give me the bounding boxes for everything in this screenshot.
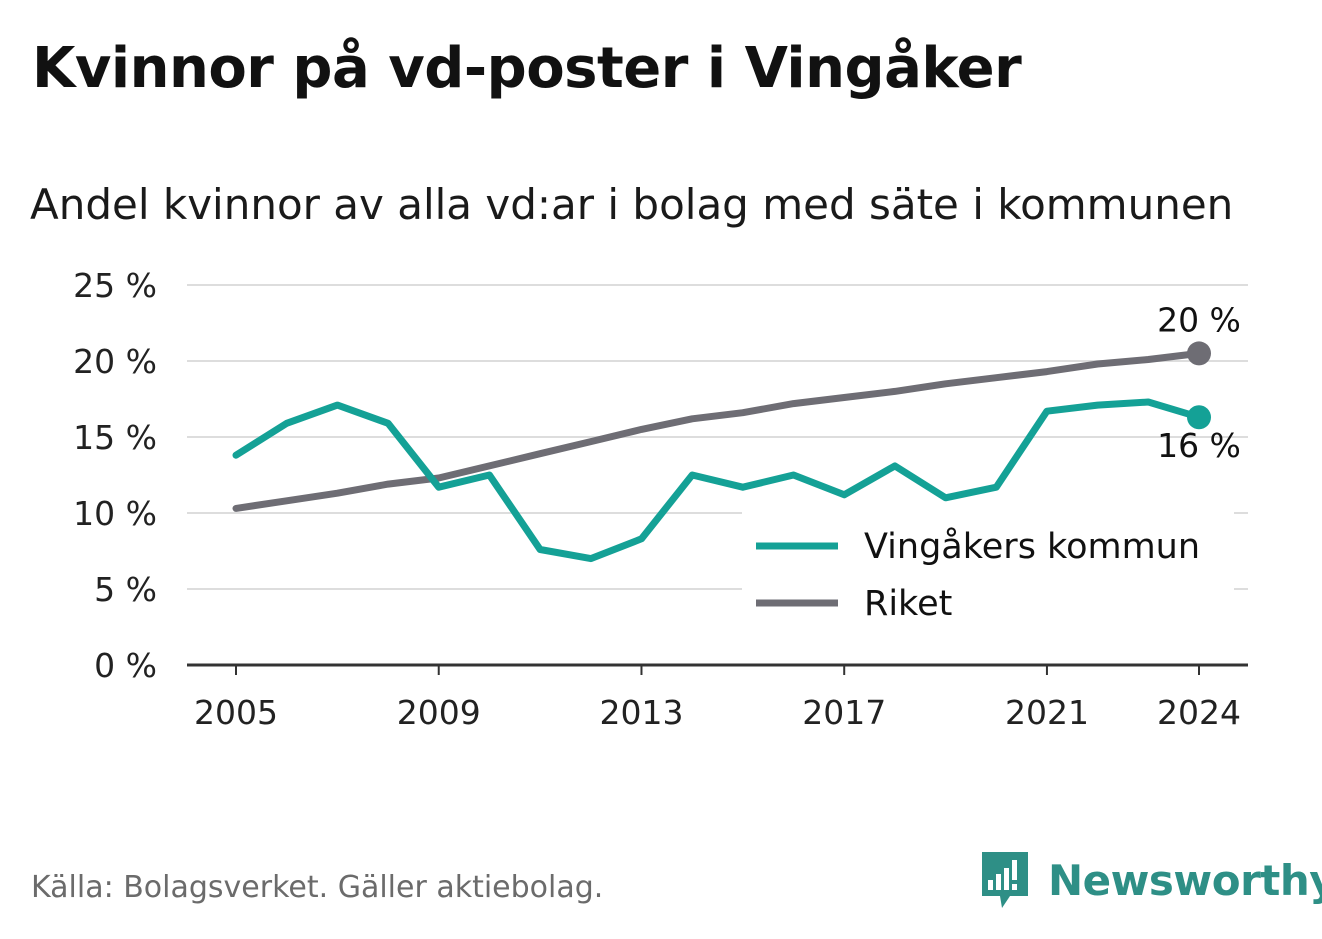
y-tick-label: 0 % <box>94 646 157 685</box>
y-tick-label: 10 % <box>73 494 157 533</box>
x-tick-label: 2013 <box>599 693 683 732</box>
end-value-label: 20 % <box>1157 300 1241 339</box>
source-note: Källa: Bolagsverket. Gäller aktiebolag. <box>31 870 604 905</box>
newsworthy-logo-icon <box>982 852 1028 908</box>
chart-subtitle: Andel kvinnor av alla vd:ar i bolag med … <box>30 180 1234 229</box>
series-end-point <box>1187 341 1211 366</box>
series-line <box>232 398 1203 563</box>
y-tick-label: 20 % <box>73 342 157 381</box>
legend-label: Vingåkers kommun <box>864 526 1200 567</box>
x-axis-ticks: 2005 2009 2013 2017 2021 2024 <box>187 663 1248 732</box>
end-labels: 16 % 20 % <box>1157 300 1241 465</box>
x-tick-label: 2017 <box>802 693 886 732</box>
series-end-point <box>1187 405 1211 430</box>
y-axis-ticks: 0 % 5 % 10 % 15 % 20 % 25 % <box>73 266 157 685</box>
series-lines <box>232 341 1211 563</box>
legend-background <box>742 512 1234 637</box>
chart-title: Kvinnor på vd-poster i Vingåker <box>32 36 1022 101</box>
x-tick-label: 2024 <box>1157 693 1241 732</box>
series-line <box>232 349 1203 512</box>
y-tick-label: 25 % <box>73 266 157 305</box>
y-tick-label: 5 % <box>94 570 157 609</box>
x-tick-label: 2021 <box>1005 693 1089 732</box>
legend: Vingåkers kommun Riket <box>742 512 1234 637</box>
brand-name: Newsworthy <box>1048 855 1322 905</box>
y-tick-label: 15 % <box>73 418 157 457</box>
end-value-label: 16 % <box>1157 426 1241 465</box>
x-tick-label: 2009 <box>397 693 481 732</box>
legend-label: Riket <box>864 584 952 624</box>
brand-logo: Newsworthy <box>980 850 1322 910</box>
x-tick-label: 2005 <box>194 693 278 732</box>
